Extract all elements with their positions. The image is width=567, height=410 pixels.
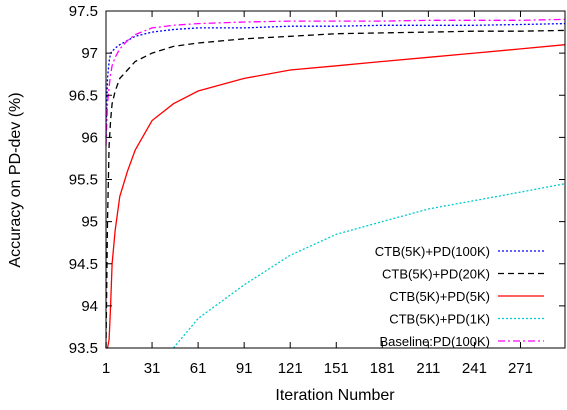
series-line-0	[105, 22, 566, 138]
series-line-1	[105, 29, 566, 349]
y-tick-label: 95	[81, 214, 98, 231]
legend-label: CTB(5K)+PD(1K)	[389, 312, 490, 327]
legend-label: CTB(5K)+PD(5K)	[389, 289, 490, 304]
legend-label: CTB(5K)+PD(20K)	[382, 267, 490, 282]
y-tick-label: 95.5	[69, 172, 98, 189]
legend-label: Baseline:PD(100K)	[379, 334, 490, 349]
ticks-layer: 1 31 61 91 121 151 181 211 241 271 93.5 94 94.5 95 95.…	[69, 3, 565, 377]
y-tick-label: 96	[81, 129, 98, 146]
x-tick-label: 211	[416, 360, 440, 377]
x-tick-label: 181	[370, 360, 395, 377]
legend-label: CTB(5K)+PD(100K)	[375, 244, 490, 259]
y-tick-label: 94	[81, 298, 98, 315]
series-line-4	[105, 18, 566, 146]
x-tick-label: 151	[324, 360, 349, 377]
y-axis-title: Accuracy on PD-dev (%)	[7, 92, 24, 267]
y-tick-label: 94.5	[69, 256, 98, 273]
x-tick-label: 91	[236, 360, 253, 377]
series-line-2	[106, 44, 566, 349]
y-tick-label: 96.5	[69, 87, 98, 104]
x-tick-label: 241	[462, 360, 487, 377]
y-tick-label: 97.5	[69, 3, 98, 20]
x-tick-label: 271	[508, 360, 533, 377]
x-axis-title: Iteration Number	[275, 387, 395, 404]
series-layer	[105, 18, 566, 349]
plot-frame	[105, 10, 566, 349]
x-tick-label: 61	[190, 360, 207, 377]
x-tick-label: 1	[102, 360, 110, 377]
y-tick-label: 93.5	[69, 340, 98, 357]
y-tick-label: 97	[81, 45, 98, 62]
series-line-3	[173, 183, 566, 349]
x-tick-label: 121	[278, 360, 303, 377]
x-tick-label: 31	[144, 360, 161, 377]
legend: CTB(5K)+PD(100K) CTB(5K)+PD(20K) CTB(5K)+P…	[375, 244, 544, 349]
